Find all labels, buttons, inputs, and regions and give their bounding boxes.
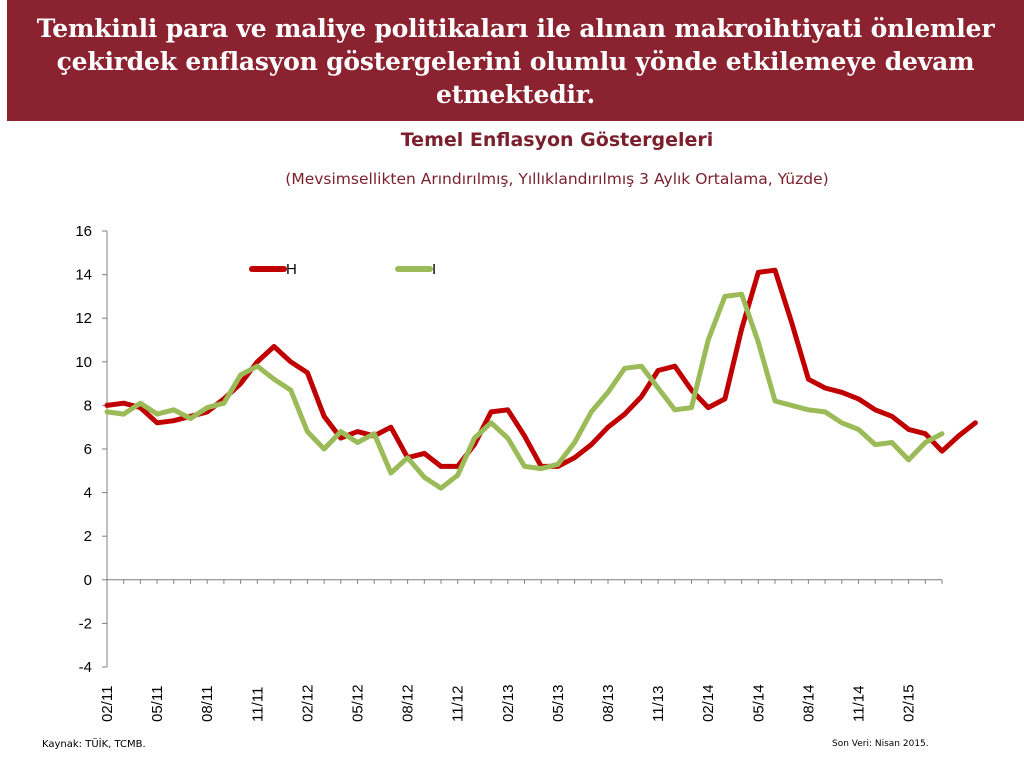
source-note: Kaynak: TÜİK, TCMB. <box>42 739 146 750</box>
x-tick-label: 08/11 <box>199 686 216 722</box>
last-data-note: Son Veri: Nisan 2015. <box>832 739 929 749</box>
x-tick-label: 02/15 <box>901 684 918 722</box>
x-tick-label: 11/11 <box>249 687 266 722</box>
legend-label-H: H <box>286 261 297 278</box>
x-tick-label: 02/14 <box>700 684 717 722</box>
x-tick-label: 05/12 <box>350 684 367 722</box>
y-tick-label: -2 <box>79 615 92 632</box>
y-tick-label: -4 <box>79 659 92 676</box>
chart-subtitle: (Mevsimsellikten Arındırılmış, Yıllıklan… <box>285 170 829 188</box>
series-line-I <box>104 291 945 491</box>
y-tick-label: 2 <box>84 528 92 545</box>
series-line-H <box>104 267 978 469</box>
legend-label-I: I <box>432 261 436 278</box>
y-tick-label: 10 <box>75 354 92 371</box>
y-tick-label: 12 <box>75 310 92 327</box>
x-tick-label: 05/13 <box>550 684 567 722</box>
x-tick-label: 02/12 <box>299 684 316 722</box>
y-tick-label: 8 <box>84 397 92 414</box>
x-tick-label: 11/12 <box>450 686 467 722</box>
chart-title: Temel Enflasyon Göstergeleri <box>400 129 714 151</box>
y-tick-label: 14 <box>75 267 92 284</box>
x-tick-label: 08/13 <box>600 684 617 722</box>
y-tick-label: 0 <box>84 572 92 589</box>
x-tick-label: 02/13 <box>500 684 517 722</box>
x-tick-label: 11/13 <box>650 686 667 722</box>
x-tick-label: 05/14 <box>750 684 767 722</box>
x-tick-label: 08/14 <box>800 684 817 722</box>
banner-headline: Temkinli para ve maliye politikaları ile… <box>36 14 995 109</box>
x-tick-label: 08/12 <box>400 684 417 722</box>
y-tick-label: 6 <box>84 441 92 458</box>
y-tick-label: 16 <box>75 223 92 240</box>
y-tick-label: 4 <box>84 485 92 502</box>
header-banner <box>7 0 1024 121</box>
x-tick-label: 11/14 <box>851 686 868 722</box>
x-tick-label: 02/11 <box>99 686 116 722</box>
x-tick-label: 05/11 <box>149 686 166 722</box>
